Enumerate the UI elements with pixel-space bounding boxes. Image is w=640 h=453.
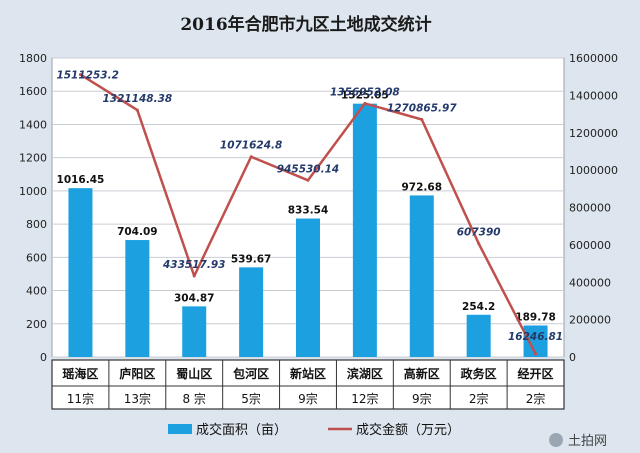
category-label: 蜀山区 [176,366,212,381]
legend-bar-swatch [168,424,192,434]
line-value-label: 1071624.8 [220,140,282,152]
bar-value-labels: 1016.45 704.09 304.87 539.67 833.54 1525.05 97… [57,90,556,324]
legend-line-label: 成交金额（万元） [356,422,460,438]
bar [239,267,264,357]
line-value-label: 433517.93 [162,259,225,271]
category-count: 2宗 [469,391,489,406]
left-tick-label: 0 [40,351,47,364]
bar [182,306,207,357]
bar [125,240,150,357]
bar-value-label: 254.2 [462,301,495,313]
line-point [477,241,481,245]
right-tick-label: 1000000 [569,164,618,177]
line-series [78,73,538,356]
line-value-label: 607390 [457,226,501,238]
line-value-label: 1270865.97 [387,103,457,115]
bar [466,314,491,357]
line-value-labels: 1511253.2 1321148.38 433517.93 1071624.8 945… [56,70,563,343]
bar-value-label: 1525.05 [341,90,389,102]
bar-value-label: 833.54 [288,205,329,217]
right-tick-label: 1200000 [569,127,618,140]
right-tick-label: 200000 [569,314,611,327]
left-tick-label: 1400 [19,118,47,131]
wechat-icon [549,433,563,447]
bar [68,188,93,357]
left-tick-label: 800 [26,218,47,231]
category-count: 12宗 [351,391,378,406]
table-frame [51,359,565,410]
category-label: 滨湖区 [347,366,383,381]
bar [296,218,320,357]
left-axis: 0 200 400 600 800 1000 1200 1400 1600 1800 [19,52,47,364]
bar-value-label: 189.78 [515,311,556,323]
bar-value-label: 1016.45 [57,174,105,186]
line-value-label: 1321148.38 [102,93,172,105]
chart-title: 2016年合肥市九区土地成交统计 [180,14,431,35]
line-point [135,108,139,112]
category-count: 9宗 [298,391,318,406]
brand-label: 土拍网 [568,434,607,449]
category-count: 2宗 [526,391,546,406]
line-value-label: 16246.81 [508,331,563,343]
left-tick-label: 1600 [19,85,47,98]
line-point [363,101,367,105]
bar [352,103,377,358]
line-value-label: 1356952.08 [330,86,400,98]
bar [409,195,434,357]
line-value-label: 945530.14 [277,163,339,175]
right-axis: 0 200000 400000 600000 800000 1000000 1200000 1… [569,52,618,364]
legend-bar-label: 成交面积（亩） [196,422,287,438]
left-tick-label: 400 [26,285,47,298]
line-point [192,274,196,278]
line-point [78,73,82,77]
left-tick-label: 1800 [19,52,47,65]
category-label: 瑶海区 [62,366,98,381]
right-tick-label: 400000 [569,276,611,289]
right-tick-label: 1400000 [569,89,618,102]
bar-value-label: 304.87 [174,292,215,304]
category-count: 11宗 [67,391,94,406]
category-count: 9宗 [412,391,432,406]
line-point [249,155,253,159]
legend: 成交面积（亩） 成交金额（万元） [168,422,460,438]
right-tick-label: 0 [569,351,576,364]
category-label: 政务区 [461,366,497,381]
line-value-label: 1511253.2 [56,70,118,82]
left-tick-label: 600 [26,251,47,264]
right-tick-label: 600000 [569,239,611,252]
right-tick-label: 800000 [569,202,611,215]
category-label: 包河区 [232,366,269,381]
left-tick-label: 1200 [19,152,47,165]
category-count: 13宗 [124,391,151,406]
left-tick-label: 1000 [19,185,47,198]
category-count: 8 宗 [182,391,205,406]
category-label: 经开区 [518,366,554,381]
bar-value-label: 704.09 [117,226,158,238]
category-label: 新站区 [290,366,326,381]
category-table: 瑶海区 11宗 庐阳区 13宗 蜀山区 8 宗 包河区 5宗 新站区 9宗 滨湖区 12宗 高新区 9宗 政… [51,359,565,410]
bar-value-label: 539.67 [231,253,272,265]
line-point [306,178,310,182]
category-label: 庐阳区 [119,366,155,381]
bar-series [68,103,548,358]
category-label: 高新区 [404,366,440,381]
bar-value-label: 972.68 [402,181,443,193]
left-tick-label: 200 [26,318,47,331]
right-tick-label: 1600000 [569,52,618,65]
line-point [420,118,424,122]
brand-watermark: 土拍网 [549,433,607,449]
category-count: 5宗 [241,391,261,406]
line-point [534,352,538,356]
